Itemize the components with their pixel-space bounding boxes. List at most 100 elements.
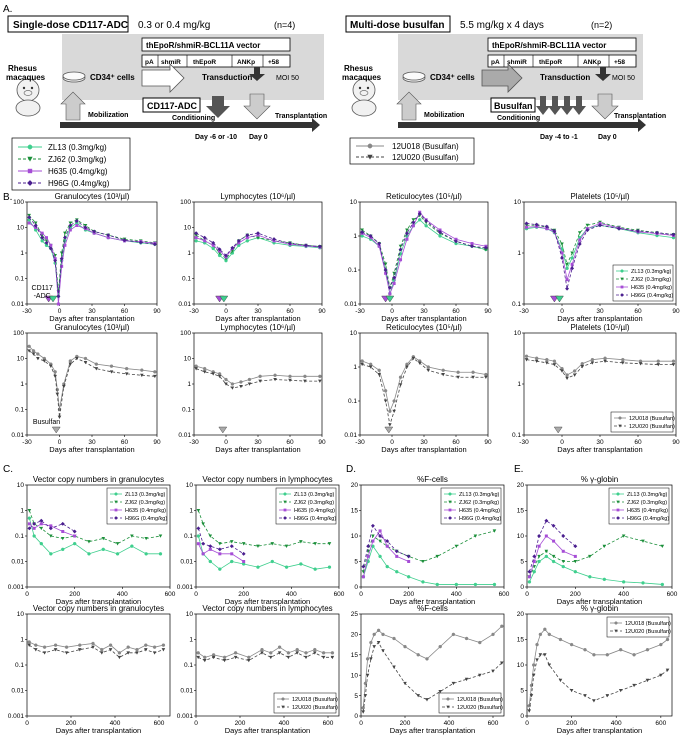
data-point bbox=[32, 521, 37, 526]
legend-label: H96G (0.4mg/kg) bbox=[48, 179, 110, 188]
data-point bbox=[286, 655, 291, 660]
y-tick-label: 1 bbox=[189, 508, 193, 515]
data-point bbox=[281, 705, 285, 709]
chart-legend-label: 12U020 (Busulfan) bbox=[292, 705, 338, 711]
x-tick-label: 600 bbox=[499, 591, 510, 598]
x-axis-label: Days after transplantation bbox=[390, 726, 475, 735]
chart-legend-label: ZL13 (0.3mg/kg) bbox=[125, 492, 166, 498]
data-point bbox=[421, 560, 425, 564]
data-point bbox=[398, 244, 403, 249]
y-tick-label: 15 bbox=[351, 652, 359, 659]
petri-dish-icon bbox=[62, 71, 86, 83]
data-point bbox=[196, 651, 200, 655]
data-point bbox=[201, 552, 205, 556]
data-point bbox=[138, 240, 143, 245]
chart-title: Granulocytes (10³/µl) bbox=[55, 192, 130, 201]
data-point bbox=[588, 554, 592, 559]
y-tick-label: 1 bbox=[517, 250, 521, 257]
chart-legend-label: ZJ62 (0.3mg/kg) bbox=[459, 500, 499, 506]
data-point bbox=[392, 636, 396, 641]
y-tick-label: 0.1 bbox=[348, 398, 357, 405]
data-point bbox=[126, 651, 130, 655]
mobilization-label: Mobilization bbox=[424, 112, 464, 119]
chart-legend-label: ZJ62 (0.3mg/kg) bbox=[125, 500, 165, 506]
data-point bbox=[435, 554, 440, 559]
data-point bbox=[381, 649, 385, 653]
chart-legend-label: ZL13 (0.3mg/kg) bbox=[459, 492, 500, 498]
data-point bbox=[560, 251, 564, 255]
chart-title: Reticulocytes (10⁵/µl) bbox=[386, 192, 462, 201]
data-point bbox=[592, 653, 596, 657]
data-point bbox=[478, 673, 482, 677]
data-point bbox=[532, 570, 536, 574]
moi-label: MOI 50 bbox=[612, 75, 635, 82]
data-point bbox=[544, 224, 549, 229]
data-point bbox=[218, 567, 222, 571]
chart-legend-label: H635 (0.4mg/kg) bbox=[294, 508, 335, 514]
data-point bbox=[671, 359, 676, 363]
data-point bbox=[426, 365, 430, 369]
x-tick-label: 60 bbox=[634, 439, 642, 446]
data-point bbox=[394, 549, 399, 554]
data-point bbox=[544, 549, 549, 554]
data-point bbox=[60, 536, 65, 541]
chart-title: Platelets (10⁵/µl) bbox=[570, 323, 629, 332]
y-tick-label: 0.01 bbox=[344, 432, 357, 439]
data-point bbox=[671, 363, 676, 367]
cells-label: CD34⁺ cells bbox=[90, 73, 135, 82]
chart-legend-label: ZJ62 (0.3mg/kg) bbox=[627, 500, 667, 506]
x-tick-label: 0 bbox=[224, 308, 228, 315]
x-tick-label: 0 bbox=[560, 439, 564, 446]
data-point bbox=[236, 238, 241, 243]
data-point bbox=[202, 235, 207, 240]
data-point bbox=[583, 694, 587, 698]
x-axis-label: Days after transplantation bbox=[557, 445, 642, 454]
data-point bbox=[91, 645, 95, 649]
data-point bbox=[269, 655, 273, 660]
data-point bbox=[492, 529, 497, 533]
chart-legend-label: H96G (0.4mg/kg) bbox=[631, 293, 673, 299]
x-tick-label: 0 bbox=[58, 308, 62, 315]
data-point bbox=[299, 540, 303, 544]
data-point bbox=[73, 534, 77, 538]
x-tick-label: 30 bbox=[420, 439, 428, 446]
data-point bbox=[603, 356, 607, 360]
y-tick-label: 10 bbox=[351, 672, 359, 679]
data-point bbox=[534, 359, 539, 363]
data-point bbox=[277, 651, 282, 655]
chart-legend-label: H635 (0.4mg/kg) bbox=[459, 508, 500, 514]
data-point bbox=[560, 369, 564, 373]
data-point bbox=[372, 632, 376, 637]
data-point bbox=[655, 230, 659, 235]
chart-legend-label: H96G (0.4mg/kg) bbox=[459, 516, 501, 522]
chart-legend-label: 12U018 (Busulfan) bbox=[625, 621, 671, 627]
data-point bbox=[565, 376, 569, 380]
data-point bbox=[464, 636, 469, 641]
data-point bbox=[32, 526, 36, 530]
data-point bbox=[83, 360, 88, 365]
x-axis-label: Days after transplantation bbox=[557, 726, 642, 735]
data-point bbox=[418, 218, 422, 222]
data-point bbox=[330, 651, 335, 655]
data-point bbox=[388, 423, 392, 427]
data-point bbox=[614, 621, 618, 625]
chart-legend-box bbox=[610, 411, 674, 433]
data-point bbox=[569, 642, 574, 647]
data-point bbox=[203, 659, 207, 663]
y-tick-label: 10 bbox=[350, 330, 358, 337]
data-point bbox=[417, 211, 422, 216]
legend-label: 12U020 (Busulfan) bbox=[392, 153, 459, 162]
chart: %F-cells 0 5 10 15 20 25 0 200 400 600 Days after t… bbox=[351, 604, 505, 735]
data-point bbox=[256, 233, 260, 237]
series-line bbox=[529, 520, 576, 572]
x-tick-label: 0 bbox=[359, 591, 363, 598]
chart-title: Vector copy numbers in lymphocytes bbox=[202, 475, 332, 484]
chart-legend-label: ZJ62 (0.3mg/kg) bbox=[294, 500, 334, 506]
x-tick-label: 30 bbox=[254, 308, 262, 315]
data-point bbox=[40, 235, 45, 240]
data-point bbox=[618, 648, 623, 652]
data-point bbox=[117, 655, 122, 660]
data-point bbox=[383, 262, 388, 266]
y-tick-label: 0.001 bbox=[177, 713, 194, 720]
construct-seg: +58 bbox=[268, 59, 279, 66]
